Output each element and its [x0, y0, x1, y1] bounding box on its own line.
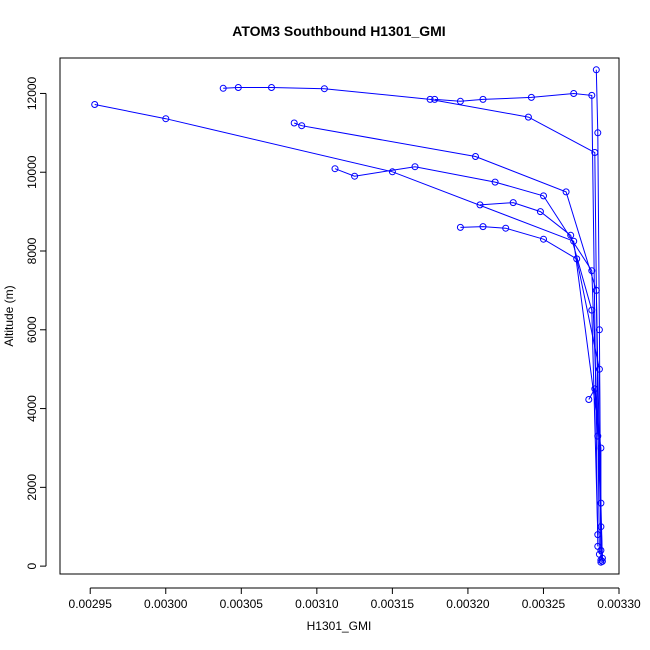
data-point	[331, 165, 339, 173]
data-point	[320, 85, 328, 93]
x-tick-label: 0.00325	[522, 597, 566, 611]
data-point	[592, 66, 600, 74]
x-axis-label: H1301_GMI	[307, 619, 372, 633]
x-tick-label: 0.00295	[69, 597, 113, 611]
series-3	[431, 90, 602, 550]
x-tick-label: 0.00300	[144, 597, 188, 611]
y-tick-label: 10000	[25, 155, 39, 189]
x-tick-label: 0.00320	[446, 597, 490, 611]
data-point	[388, 168, 396, 176]
series-line	[479, 202, 599, 535]
x-axis: 0.00295 0.00300 0.00305 0.00310 0.00315 0.003…	[69, 587, 641, 611]
data-point	[588, 306, 596, 314]
data-point	[597, 546, 605, 554]
y-tick-label: 8000	[25, 237, 39, 264]
data-point	[562, 188, 570, 196]
series-line	[588, 387, 603, 562]
series-line	[434, 92, 599, 547]
data-point	[426, 95, 434, 103]
data-point	[502, 224, 510, 232]
series-line	[223, 87, 600, 555]
data-point	[594, 129, 602, 137]
data-point	[456, 97, 464, 105]
series-5	[331, 163, 606, 562]
data-point	[219, 84, 227, 92]
data-point	[598, 557, 606, 565]
data-point	[290, 119, 298, 127]
y-tick-label: 4000	[25, 395, 39, 422]
data-point	[472, 153, 479, 160]
data-point	[585, 396, 593, 403]
data-point	[540, 192, 547, 200]
data-point	[411, 163, 419, 171]
data-point	[298, 122, 306, 130]
data-point	[162, 115, 170, 123]
data-point	[456, 223, 464, 231]
y-tick-label: 0	[25, 562, 39, 569]
data-point	[540, 235, 547, 243]
y-axis-label: Altitude (m)	[2, 285, 16, 346]
data-point	[567, 231, 575, 239]
data-point	[268, 84, 275, 91]
data-point	[524, 113, 532, 121]
series-4	[290, 119, 605, 531]
x-tick-label: 0.00305	[220, 597, 264, 611]
series-7	[476, 199, 602, 539]
data-point	[479, 95, 487, 103]
series-line	[294, 122, 602, 527]
data-point	[476, 201, 484, 209]
data-point	[594, 432, 602, 440]
y-tick-label: 6000	[25, 316, 39, 343]
data-point	[431, 95, 439, 103]
y-axis: 0 2000 4000 6000 8000 10000 12000	[25, 76, 47, 569]
data-point	[91, 101, 99, 108]
data-point	[536, 208, 544, 216]
data-point	[491, 178, 499, 186]
data-point	[588, 91, 596, 99]
x-tick-label: 0.00310	[295, 597, 339, 611]
data-point	[591, 385, 599, 393]
series-2	[219, 84, 603, 558]
series-line	[595, 69, 602, 551]
data-point	[597, 556, 605, 564]
data-point	[351, 172, 359, 180]
series-9	[592, 66, 605, 554]
data-point	[570, 90, 578, 97]
x-tick-label: 0.00330	[597, 597, 641, 611]
series-1	[91, 101, 605, 566]
data-point	[234, 84, 242, 91]
y-tick-label: 2000	[25, 474, 39, 501]
data-point	[509, 199, 517, 207]
plot-area-frame	[59, 57, 620, 575]
series-line	[334, 166, 603, 559]
data-point	[588, 267, 596, 275]
data-series-layer	[91, 66, 606, 566]
y-tick-label: 12000	[25, 76, 39, 110]
chart-title: ATOM3 Southbound H1301_GMI	[232, 23, 445, 39]
x-tick-label: 0.00315	[371, 597, 415, 611]
series-line	[460, 226, 602, 561]
data-point	[527, 93, 535, 101]
data-point	[595, 326, 603, 334]
data-point	[479, 223, 487, 231]
